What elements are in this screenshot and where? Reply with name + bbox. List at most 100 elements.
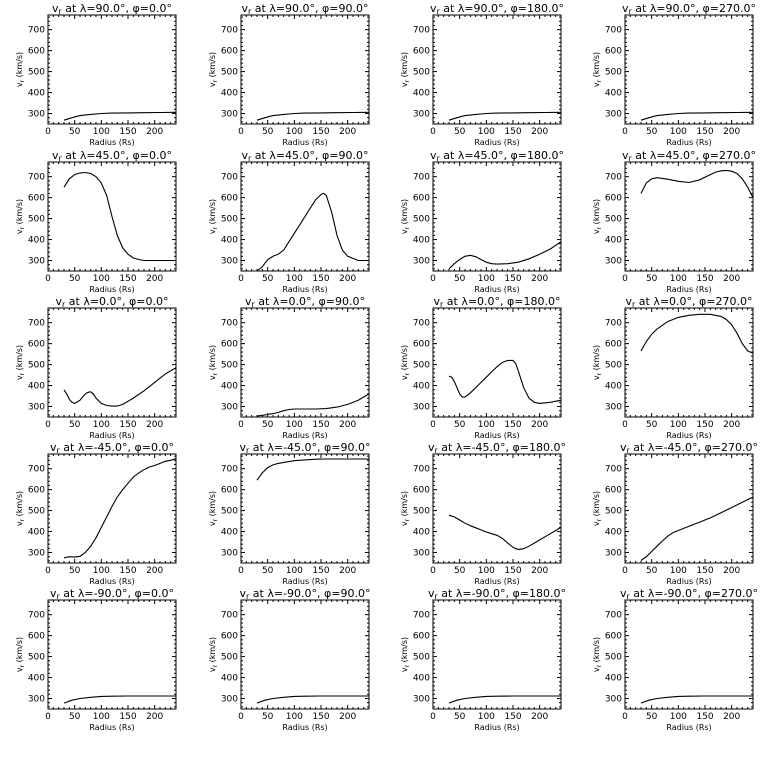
chart-panel: vr at λ=45.0°, φ=0.0° 0 50 100 150 200 300 400 5… [15, 149, 177, 294]
y-tick-label: 700 [605, 319, 622, 329]
x-tick-label: 150 [504, 127, 521, 137]
y-tick-label: 700 [221, 26, 238, 36]
y-tick-label: 300 [221, 695, 238, 705]
x-tick-label: 100 [93, 420, 110, 430]
y-tick-label: 400 [221, 528, 238, 538]
plot-frame [240, 599, 370, 710]
series-line [640, 313, 754, 354]
x-tick-label: 200 [146, 420, 163, 430]
y-tick-label: 600 [605, 486, 622, 496]
x-tick-label: 150 [312, 420, 329, 430]
panel-title: vr at λ=-90.0°, φ=180.0° [428, 587, 566, 601]
y-tick-label: 500 [221, 361, 238, 371]
y-tick-label: 700 [28, 465, 45, 475]
x-tick-label: 50 [262, 420, 274, 430]
y-tick-label: 500 [413, 653, 430, 663]
x-tick-label: 150 [119, 566, 136, 576]
x-axis-label: Radius (Rs) [89, 431, 134, 440]
x-tick-label: 100 [93, 712, 110, 722]
y-tick-label: 400 [413, 382, 430, 392]
x-tick-label: 50 [69, 274, 81, 284]
x-tick-label: 50 [454, 712, 466, 722]
x-tick-label: 100 [286, 712, 303, 722]
x-tick-label: 150 [119, 712, 136, 722]
plot-frame [432, 307, 562, 418]
x-tick-label: 200 [531, 420, 548, 430]
y-tick-label: 600 [605, 194, 622, 204]
y-tick-label: 600 [28, 47, 45, 57]
y-axis-label: vr (km/s) [15, 491, 26, 526]
y-tick-label: 500 [28, 68, 45, 78]
x-tick-label: 200 [723, 420, 740, 430]
chart-panel: vr at λ=-90.0°, φ=0.0° 0 50 100 150 200 300 400… [15, 587, 177, 732]
x-axis-label: Radius (Rs) [474, 577, 519, 586]
y-tick-label: 700 [221, 611, 238, 621]
x-tick-label: 0 [238, 127, 244, 137]
x-tick-label: 200 [146, 274, 163, 284]
y-tick-label: 500 [413, 507, 430, 517]
x-tick-label: 100 [478, 127, 495, 137]
y-tick-label: 600 [28, 486, 45, 496]
y-tick-label: 300 [605, 403, 622, 413]
y-tick-label: 500 [221, 68, 238, 78]
y-tick-label: 400 [605, 382, 622, 392]
y-tick-label: 300 [605, 110, 622, 120]
plot-frame [47, 14, 177, 125]
panel-title: vr at λ=-45.0°, φ=90.0° [239, 441, 370, 455]
chart-panel: vr at λ=-45.0°, φ=0.0° 0 50 100 150 200 300 400… [15, 441, 177, 586]
chart-panel: vr at λ=-45.0°, φ=90.0° 0 50 100 150 200 300 40… [208, 441, 371, 586]
chart-panel: vr at λ=90.0°, φ=180.0° 0 50 100 150 200 300 40… [400, 2, 564, 147]
x-axis-label: Radius (Rs) [89, 285, 134, 294]
x-tick-label: 150 [696, 420, 713, 430]
x-tick-label: 0 [622, 274, 628, 284]
plot-frame [624, 453, 754, 564]
series-line [256, 458, 369, 481]
y-tick-label: 400 [413, 674, 430, 684]
x-tick-label: 150 [504, 420, 521, 430]
x-tick-label: 0 [45, 274, 51, 284]
y-axis-label: vr (km/s) [592, 491, 603, 526]
x-tick-label: 200 [339, 274, 356, 284]
y-axis-label: vr (km/s) [208, 52, 219, 87]
chart-panel: vr at λ=-45.0°, φ=270.0° 0 50 100 150 200 300 4… [592, 441, 758, 586]
y-tick-label: 600 [605, 47, 622, 57]
series-line [640, 496, 754, 561]
plot-frame [624, 599, 754, 710]
x-axis-label: Radius (Rs) [282, 431, 327, 440]
y-axis-label: vr (km/s) [400, 345, 411, 380]
plot-frame [432, 599, 562, 710]
x-tick-label: 50 [262, 566, 274, 576]
y-tick-label: 600 [605, 632, 622, 642]
x-tick-label: 200 [339, 420, 356, 430]
y-tick-label: 300 [413, 110, 430, 120]
plot-frame [240, 307, 370, 418]
y-tick-label: 300 [221, 549, 238, 559]
y-tick-label: 300 [413, 403, 430, 413]
y-tick-label: 700 [221, 173, 238, 183]
chart-panel: vr at λ=45.0°, φ=180.0° 0 50 100 150 200 300 40… [400, 149, 564, 294]
x-tick-label: 50 [646, 127, 658, 137]
x-tick-label: 200 [723, 712, 740, 722]
x-tick-label: 100 [670, 127, 687, 137]
plot-frame [432, 453, 562, 564]
x-tick-label: 150 [696, 274, 713, 284]
plot-frame [432, 161, 562, 272]
y-axis-label: vr (km/s) [592, 199, 603, 234]
x-tick-label: 200 [146, 127, 163, 137]
y-axis-label: vr (km/s) [400, 491, 411, 526]
y-tick-label: 300 [413, 549, 430, 559]
y-tick-label: 400 [605, 528, 622, 538]
x-tick-label: 100 [286, 420, 303, 430]
panel-title: vr at λ=-90.0°, φ=90.0° [239, 587, 370, 601]
y-tick-label: 500 [413, 68, 430, 78]
panel-title: vr at λ=0.0°, φ=180.0° [433, 295, 560, 309]
x-tick-label: 0 [622, 566, 628, 576]
x-axis-label: Radius (Rs) [666, 723, 711, 732]
x-tick-label: 100 [286, 274, 303, 284]
x-tick-label: 100 [478, 420, 495, 430]
y-tick-label: 300 [413, 695, 430, 705]
x-tick-label: 100 [670, 420, 687, 430]
y-tick-label: 400 [28, 236, 45, 246]
y-tick-label: 700 [28, 319, 45, 329]
